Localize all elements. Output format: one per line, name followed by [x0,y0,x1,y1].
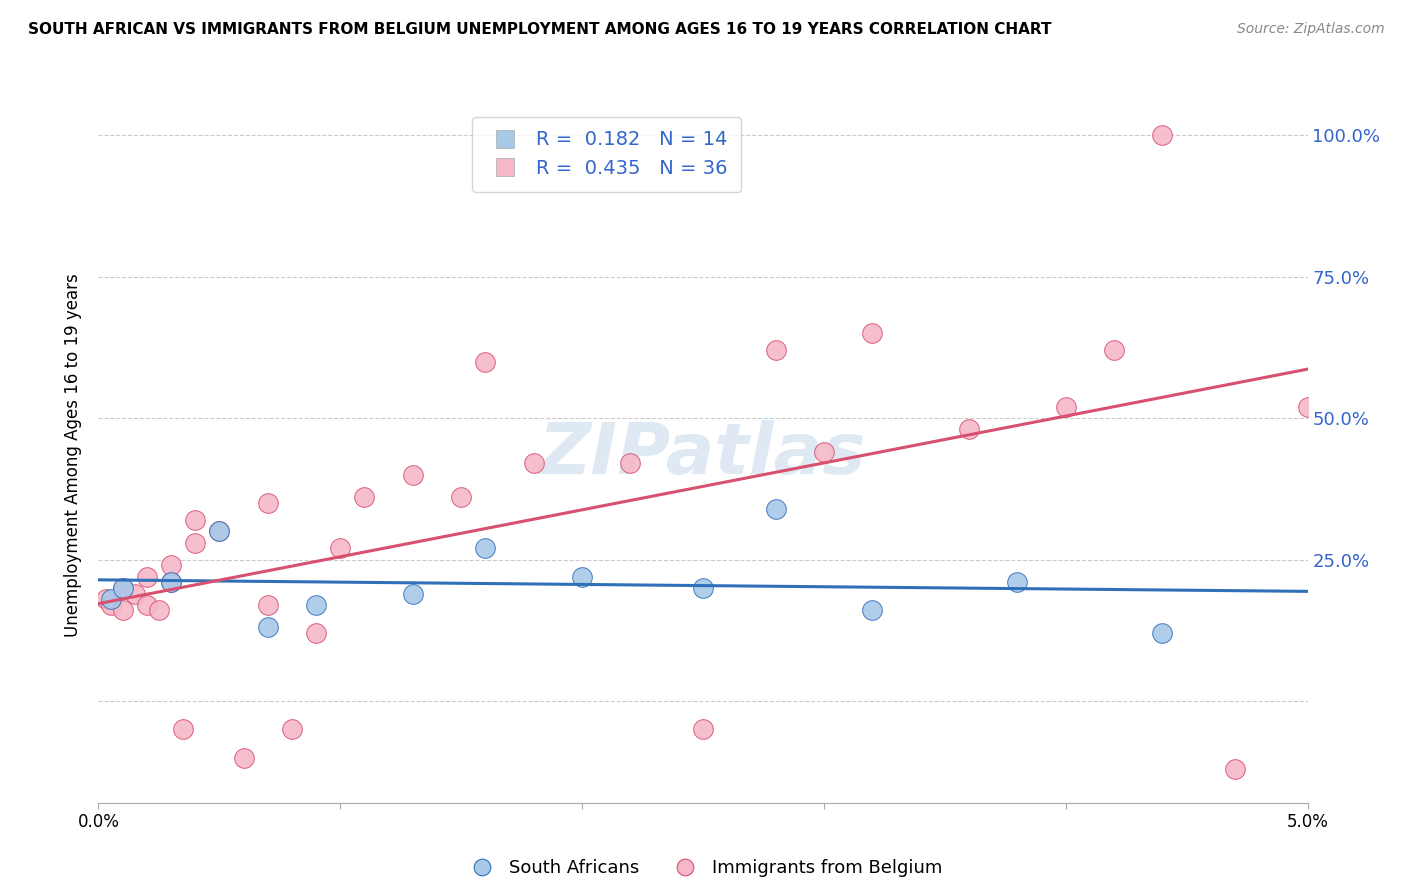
Point [305,598,328,612]
Point [1007,575,1029,590]
Text: ZIPatlas: ZIPatlas [540,420,866,490]
Point [256,620,278,634]
Point [765,501,787,516]
Point [100,592,122,607]
Point [1054,400,1077,414]
Point [124,586,146,600]
Point [402,467,425,482]
Point [571,569,593,583]
Point [402,586,425,600]
Point [957,422,980,436]
Point [860,603,883,617]
Point [208,524,231,539]
Point [111,581,134,595]
Point [474,541,496,556]
Point [619,457,641,471]
Point [135,569,157,583]
Point [305,626,328,640]
Point [111,603,134,617]
Point [160,558,183,573]
Point [860,326,883,341]
Point [353,491,375,505]
Text: Source: ZipAtlas.com: Source: ZipAtlas.com [1237,22,1385,37]
Point [100,598,122,612]
Point [1152,626,1174,640]
Point [160,575,183,590]
Point [172,723,194,737]
Point [232,750,254,764]
Text: SOUTH AFRICAN VS IMMIGRANTS FROM BELGIUM UNEMPLOYMENT AMONG AGES 16 TO 19 YEARS : SOUTH AFRICAN VS IMMIGRANTS FROM BELGIUM… [28,22,1052,37]
Point [450,491,472,505]
Point [1223,762,1246,776]
Point [692,723,714,737]
Point [692,581,714,595]
Point [523,457,546,471]
Point [1152,128,1174,143]
Point [94,592,117,607]
Point [208,524,231,539]
Point [256,598,278,612]
Point [765,343,787,358]
Point [256,496,278,510]
Point [1102,343,1125,358]
Y-axis label: Unemployment Among Ages 16 to 19 years: Unemployment Among Ages 16 to 19 years [65,273,83,637]
Point [813,445,835,459]
Point [184,535,207,549]
Point [329,541,352,556]
Point [184,513,207,527]
Point [148,603,170,617]
Point [135,598,157,612]
Point [281,723,304,737]
Point [1296,400,1319,414]
Point [111,581,134,595]
Point [160,575,183,590]
Point [474,354,496,368]
Legend: South Africans, Immigrants from Belgium: South Africans, Immigrants from Belgium [457,852,949,884]
